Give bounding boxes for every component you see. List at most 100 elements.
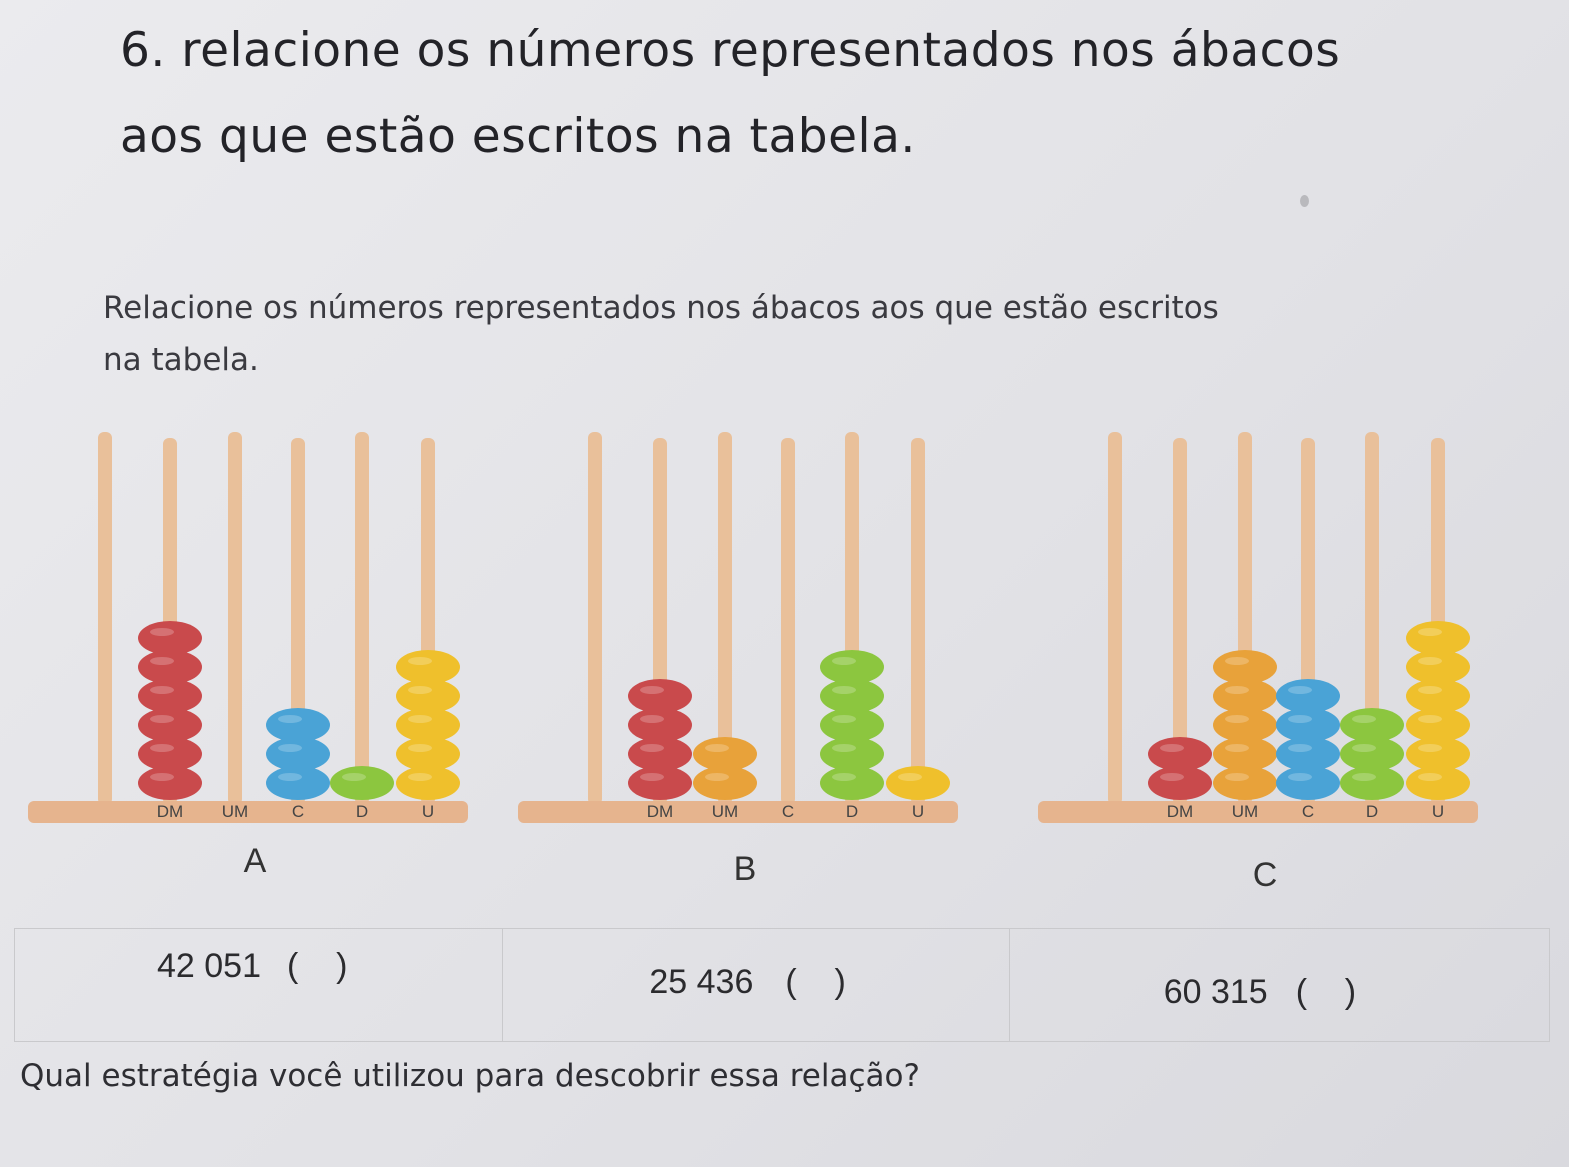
bead-highlight bbox=[640, 686, 664, 694]
abacus-c-bead-d bbox=[1340, 766, 1404, 800]
abacus-a-label-u: U bbox=[422, 802, 434, 821]
answer-cell-1[interactable]: 42 051 ( ) bbox=[15, 929, 504, 1041]
bead-highlight bbox=[1352, 744, 1376, 752]
bead-highlight bbox=[1225, 773, 1249, 781]
answer-blank-3[interactable]: ( ) bbox=[1295, 973, 1357, 1011]
abacus-b-label-c: C bbox=[782, 802, 794, 821]
abacus-b-bead-d bbox=[820, 737, 884, 771]
abacus-c-bead-u bbox=[1406, 708, 1470, 742]
abacus-c-bead-c bbox=[1276, 679, 1340, 713]
abacus-a-rod-cm bbox=[98, 432, 112, 805]
bead-highlight bbox=[342, 773, 366, 781]
abacus-b-label-um: UM bbox=[712, 802, 738, 821]
instruction-line-2: na tabela. bbox=[103, 342, 259, 378]
abacus-b-rod-um bbox=[718, 432, 732, 805]
answer-blank-2[interactable]: ( ) bbox=[785, 963, 846, 1001]
abacus-c-bead-d bbox=[1340, 708, 1404, 742]
bead-highlight bbox=[1418, 628, 1442, 636]
bead-highlight bbox=[1418, 715, 1442, 723]
bead-highlight bbox=[1418, 657, 1442, 665]
abacus-c-bead-u bbox=[1406, 621, 1470, 655]
bead-highlight bbox=[705, 744, 729, 752]
bead-highlight bbox=[640, 773, 664, 781]
abacus-b-bead-u bbox=[886, 766, 950, 800]
abacus-a-bead-u bbox=[396, 708, 460, 742]
abacus-a-bead-c bbox=[266, 766, 330, 800]
bead-highlight bbox=[1418, 773, 1442, 781]
abacus-c-bead-um bbox=[1213, 650, 1277, 684]
abacus-b-rod-cm bbox=[588, 432, 602, 805]
abacus-c-bead-c bbox=[1276, 766, 1340, 800]
abacus-a-bead-dm bbox=[138, 679, 202, 713]
bead-highlight bbox=[1288, 744, 1312, 752]
abacus-b-bead-dm bbox=[628, 737, 692, 771]
bead-highlight bbox=[1160, 773, 1184, 781]
abacus-a-label-dm: DM bbox=[157, 802, 183, 821]
bead-highlight bbox=[408, 657, 432, 665]
bead-highlight bbox=[1225, 715, 1249, 723]
bead-highlight bbox=[1288, 686, 1312, 694]
abacus-b-drawing: DM UM C D U bbox=[518, 432, 958, 823]
abacus-b: DM UM C D U B bbox=[510, 410, 980, 900]
abacus-a: DM UM C D U A bbox=[20, 410, 490, 900]
answer-cell-2[interactable]: 25 436 ( ) bbox=[503, 929, 1010, 1041]
abacus-a-rod-d bbox=[355, 432, 369, 805]
bead-highlight bbox=[150, 773, 174, 781]
abacus-c-rod-cm bbox=[1108, 432, 1122, 805]
ink-smudge bbox=[1300, 195, 1309, 207]
abacus-a-bead-u bbox=[396, 766, 460, 800]
abacus-c-bead-u bbox=[1406, 737, 1470, 771]
abacus-a-drawing: DM UM C D U bbox=[28, 432, 468, 823]
abacus-c-label-u: U bbox=[1432, 802, 1444, 821]
abacus-a-bead-dm bbox=[138, 650, 202, 684]
bead-highlight bbox=[832, 773, 856, 781]
bead-highlight bbox=[832, 657, 856, 665]
abacus-c-label-dm: DM bbox=[1167, 802, 1193, 821]
abacus-a-label-d: D bbox=[356, 802, 368, 821]
bead-highlight bbox=[1225, 744, 1249, 752]
abacus-b-letter: B bbox=[733, 850, 757, 888]
answer-blank-1[interactable]: ( ) bbox=[287, 947, 348, 985]
abacus-c-letter: C bbox=[1252, 856, 1278, 894]
answer-cell-3[interactable]: 60 315 ( ) bbox=[1010, 929, 1549, 1041]
bead-highlight bbox=[278, 744, 302, 752]
title-line-1: 6. relacione os números representados no… bbox=[120, 23, 1341, 78]
abacus-a-bead-c bbox=[266, 737, 330, 771]
abacus-b-label-u: U bbox=[912, 802, 924, 821]
abacus-c-drawing: DM UM C D U bbox=[1038, 432, 1478, 823]
bead-highlight bbox=[1225, 657, 1249, 665]
abacus-b-bead-um bbox=[693, 766, 757, 800]
abacus-c-bead-dm bbox=[1148, 766, 1212, 800]
abacus-a-label-c: C bbox=[292, 802, 304, 821]
bead-highlight bbox=[1352, 715, 1376, 723]
bead-highlight bbox=[640, 744, 664, 752]
bead-highlight bbox=[1418, 686, 1442, 694]
bead-highlight bbox=[1288, 715, 1312, 723]
abacus-c-bead-um bbox=[1213, 766, 1277, 800]
bead-highlight bbox=[150, 628, 174, 636]
abacus-c-bead-c bbox=[1276, 737, 1340, 771]
abacus-c-bead-u bbox=[1406, 650, 1470, 684]
abacus-b-label-dm: DM bbox=[647, 802, 673, 821]
abacus-b-bead-d bbox=[820, 650, 884, 684]
abacus-c-bead-dm bbox=[1148, 737, 1212, 771]
bead-highlight bbox=[408, 773, 432, 781]
abacus-a-bead-u bbox=[396, 679, 460, 713]
bead-highlight bbox=[898, 773, 922, 781]
abacus-a-base bbox=[28, 801, 468, 823]
bead-highlight bbox=[150, 657, 174, 665]
abacus-a-bead-u bbox=[396, 650, 460, 684]
abacus-c-label-c: C bbox=[1302, 802, 1314, 821]
bead-highlight bbox=[278, 773, 302, 781]
printed-instruction: Relacione os números representados nos á… bbox=[103, 282, 1523, 386]
bead-highlight bbox=[278, 715, 302, 723]
bead-highlight bbox=[832, 686, 856, 694]
abacus-c-bead-u bbox=[1406, 766, 1470, 800]
abacus-c-base bbox=[1038, 801, 1478, 823]
strategy-question: Qual estratégia você utilizou para desco… bbox=[20, 1058, 920, 1094]
abacus-c-bead-d bbox=[1340, 737, 1404, 771]
abacus-a-bead-dm bbox=[138, 737, 202, 771]
bead-highlight bbox=[408, 715, 432, 723]
bead-highlight bbox=[1160, 744, 1184, 752]
instruction-line-1: Relacione os números representados nos á… bbox=[103, 290, 1219, 326]
